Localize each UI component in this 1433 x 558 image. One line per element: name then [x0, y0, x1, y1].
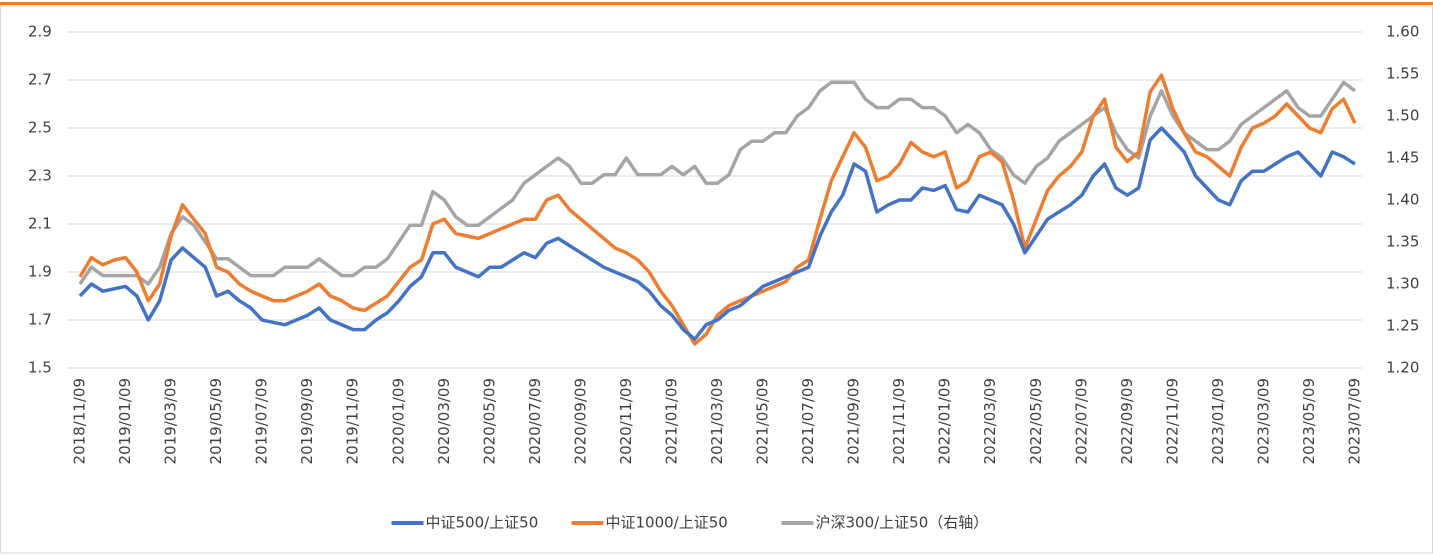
- y2-tick-label: 1.60: [1386, 23, 1419, 41]
- x-tick-label: 2019/11/09: [344, 378, 362, 464]
- series-line: [78, 80, 1357, 286]
- x-tick-label: 2021/09/09: [845, 378, 863, 464]
- y-tick-label: 2.3: [28, 167, 52, 185]
- y2-tick-label: 1.45: [1386, 149, 1419, 167]
- series-line: [78, 73, 1357, 346]
- y-tick-label: 2.7: [28, 71, 52, 89]
- y2-tick-label: 1.55: [1386, 65, 1419, 83]
- y2-tick-label: 1.40: [1386, 191, 1419, 209]
- x-tick-label: 2020/05/09: [480, 378, 498, 464]
- x-tick-label: 2022/09/09: [1118, 378, 1136, 464]
- x-tick-label: 2019/03/09: [162, 378, 180, 464]
- x-tick-label: 2020/11/09: [617, 378, 635, 464]
- x-tick-label: 2020/07/09: [526, 378, 544, 464]
- x-tick-label: 2021/05/09: [754, 378, 772, 464]
- x-tick-label: 2019/01/09: [116, 378, 134, 464]
- x-tick-label: 2023/05/09: [1300, 378, 1318, 464]
- x-tick-label: 2022/07/09: [1072, 378, 1090, 464]
- x-tick-label: 2023/03/09: [1254, 378, 1272, 464]
- x-tick-label: 2018/11/09: [71, 378, 89, 464]
- y-tick-label: 2.5: [28, 119, 52, 137]
- y-tick-label: 1.9: [28, 263, 52, 281]
- x-tick-label: 2020/09/09: [571, 378, 589, 464]
- x-tick-label: 2019/07/09: [253, 378, 271, 464]
- x-tick-label: 2020/01/09: [389, 378, 407, 464]
- x-tick-label: 2019/09/09: [298, 378, 316, 464]
- x-tick-label: 2021/03/09: [708, 378, 726, 464]
- y-tick-label: 2.9: [28, 23, 52, 41]
- top-border: [0, 2, 1433, 5]
- legend-label: 中证1000/上证50: [606, 514, 728, 532]
- x-tick-label: 2023/01/09: [1209, 378, 1227, 464]
- legend-label: 中证500/上证50: [426, 514, 539, 532]
- y2-tick-label: 1.25: [1386, 317, 1419, 335]
- y-tick-label: 2.1: [28, 215, 52, 233]
- x-tick-label: 2021/07/09: [799, 378, 817, 464]
- y-tick-label: 1.5: [28, 359, 52, 377]
- x-tick-label: 2023/07/09: [1346, 378, 1364, 464]
- y2-tick-label: 1.20: [1386, 359, 1419, 377]
- legend-label: 沪深300/上证50（右轴）: [816, 514, 989, 532]
- x-tick-label: 2020/03/09: [435, 378, 453, 464]
- x-tick-label: 2022/05/09: [1027, 378, 1045, 464]
- y-tick-label: 1.7: [28, 311, 52, 329]
- y2-tick-label: 1.35: [1386, 233, 1419, 251]
- y2-tick-label: 1.30: [1386, 275, 1419, 293]
- x-tick-label: 2019/05/09: [207, 378, 225, 464]
- x-tick-label: 2022/01/09: [936, 378, 954, 464]
- series-line: [78, 126, 1356, 341]
- x-tick-label: 2022/11/09: [1163, 378, 1181, 464]
- x-tick-label: 2021/11/09: [890, 378, 908, 464]
- x-tick-label: 2021/01/09: [662, 378, 680, 464]
- frame: [0, 5, 1433, 554]
- x-tick-label: 2022/03/09: [981, 378, 999, 464]
- y2-tick-label: 1.50: [1386, 107, 1419, 125]
